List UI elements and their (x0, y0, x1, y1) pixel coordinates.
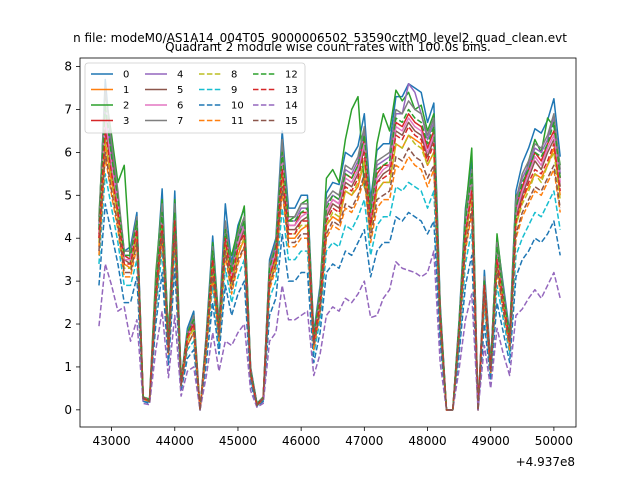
series-line-12 (98, 104, 561, 411)
series-line-15 (98, 147, 561, 411)
series-layer (98, 78, 561, 411)
legend-label-7: 7 (177, 116, 183, 127)
series-line-10 (98, 203, 561, 411)
x-tick-label: 49000 (472, 434, 510, 448)
x-tick-label: 47000 (345, 434, 383, 448)
y-axis: 0 1 2 3 4 5 6 7 8 (64, 60, 80, 417)
legend-label-8: 8 (231, 70, 237, 81)
legend-label-1: 1 (123, 85, 129, 96)
axes-frame (79, 57, 577, 428)
x-tick-label: 43000 (92, 434, 130, 448)
figure-suptitle: n file: modeM0/AS1A14_004T05_9000006502_… (73, 31, 567, 45)
y-tick-label: 8 (64, 60, 72, 74)
x-tick-label: 45000 (219, 434, 257, 448)
series-line-14 (98, 250, 561, 411)
y-tick-label: 4 (64, 231, 72, 245)
legend-label-2: 2 (123, 101, 129, 112)
x-axis: 43000 44000 45000 46000 47000 48000 49000 50000 (92, 427, 573, 448)
x-tick-label: 44000 (156, 434, 194, 448)
legend-label-10: 10 (231, 101, 244, 112)
legend-label-6: 6 (177, 101, 183, 112)
legend-label-12: 12 (285, 70, 298, 81)
legend-box (84, 62, 306, 134)
y-tick-label: 3 (64, 274, 72, 288)
x-tick-label: 48000 (408, 434, 446, 448)
legend-label-4: 4 (177, 70, 183, 81)
y-tick-label: 2 (64, 317, 72, 331)
legend-label-14: 14 (285, 101, 298, 112)
legend-label-9: 9 (231, 85, 237, 96)
x-offset-label: +4.937e8 (516, 455, 575, 469)
y-tick-label: 7 (64, 102, 72, 116)
legend-label-11: 11 (231, 116, 244, 127)
legend-label-15: 15 (285, 116, 298, 127)
chart-title: Quadrant 2 module wise count rates with … (165, 40, 491, 54)
y-tick-label: 0 (64, 403, 72, 417)
plot-area (79, 57, 577, 428)
y-tick-label: 6 (64, 145, 72, 159)
x-tick-label: 50000 (535, 434, 573, 448)
legend-label-0: 0 (123, 70, 129, 81)
legend-label-5: 5 (177, 85, 183, 96)
y-tick-label: 5 (64, 188, 72, 202)
legend-label-3: 3 (123, 116, 129, 127)
x-tick-label: 46000 (282, 434, 320, 448)
y-tick-label: 1 (64, 360, 72, 374)
legend-label-13: 13 (285, 85, 298, 96)
